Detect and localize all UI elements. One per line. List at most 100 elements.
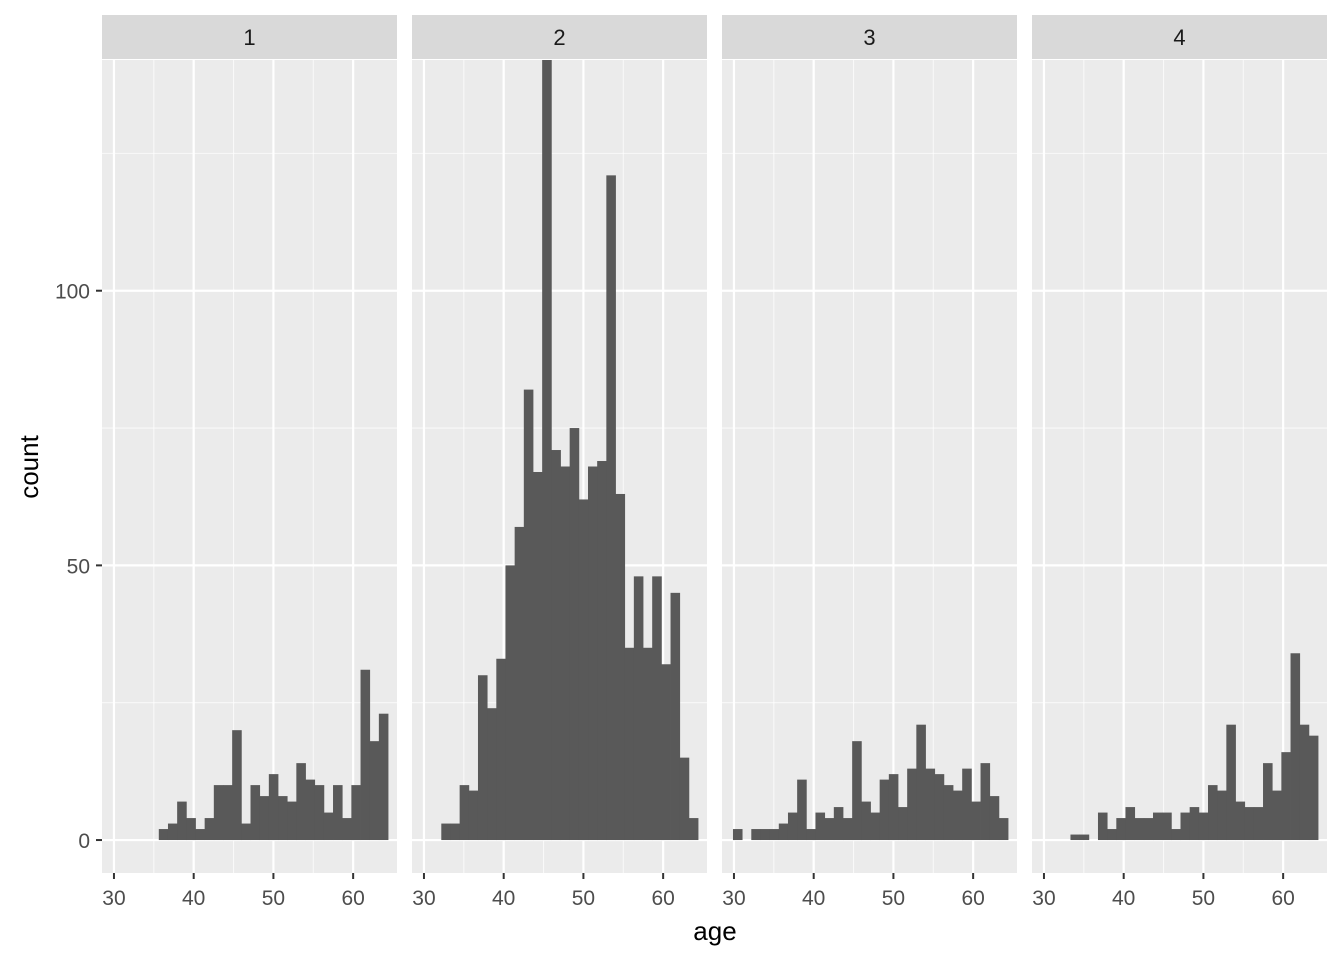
x-tick-label: 50 — [262, 887, 285, 910]
x-axes: 30 40 50 60 30 40 50 60 30 40 50 60 30 40 50 60 — [102, 873, 1295, 910]
histogram-bar — [1097, 812, 1108, 841]
histogram-bar — [296, 763, 306, 841]
x-tick-label: 50 — [572, 887, 595, 910]
histogram-bar — [560, 466, 571, 841]
histogram-bar — [195, 829, 206, 841]
histogram-bar — [916, 724, 926, 841]
histogram-bar — [898, 807, 908, 841]
histogram-bar — [925, 768, 936, 841]
histogram-bar — [1171, 829, 1181, 841]
histogram-bar — [1180, 812, 1191, 841]
histogram-bar — [633, 576, 644, 841]
histogram-bar — [459, 785, 470, 841]
facet-strip — [1032, 15, 1327, 59]
histogram-bar — [542, 60, 552, 841]
histogram-bar — [1079, 834, 1090, 841]
histogram-bar — [1253, 807, 1264, 841]
histogram-bar — [797, 779, 807, 841]
histogram-bar — [158, 829, 169, 841]
facet-panel-4: 4 — [1032, 15, 1327, 873]
histogram-bar — [661, 664, 671, 841]
histogram-bar — [787, 812, 798, 841]
y-tick-label: 100 — [55, 281, 90, 304]
histogram-bar — [578, 499, 589, 841]
x-tick-label: 50 — [882, 887, 905, 910]
facet-panel-2: 2 — [412, 15, 707, 873]
histogram-bar — [852, 741, 862, 841]
x-tick-label: 30 — [102, 887, 125, 910]
histogram-bar — [971, 801, 981, 841]
histogram-bar — [670, 592, 681, 841]
histogram-bar — [1272, 790, 1282, 841]
histogram-bar — [323, 812, 334, 841]
histogram-bar — [778, 823, 789, 841]
panel-background — [102, 60, 397, 873]
histogram-bar — [1116, 818, 1126, 841]
y-axis-title: count — [14, 434, 44, 498]
histogram-bar — [643, 647, 653, 841]
histogram-bar — [487, 708, 497, 841]
histogram-bar — [615, 493, 626, 841]
histogram-bar — [1125, 807, 1136, 841]
x-axis-3: 30 40 50 60 — [722, 873, 985, 910]
panel-background — [1032, 60, 1327, 873]
histogram-bar — [241, 823, 251, 841]
histogram-bar — [588, 466, 598, 841]
x-tick-label: 40 — [182, 887, 205, 910]
y-tick-label: 0 — [78, 830, 90, 853]
facet-strip-label: 3 — [863, 25, 875, 50]
histogram-bar — [532, 471, 543, 841]
histogram-bar — [450, 823, 461, 841]
histogram-bar — [824, 818, 835, 841]
histogram-bar — [1226, 724, 1236, 841]
histogram-bar — [305, 779, 316, 841]
histogram-bar — [268, 774, 279, 841]
x-tick-label: 60 — [1271, 887, 1294, 910]
histogram-bar — [186, 818, 196, 841]
histogram-bar — [751, 829, 761, 841]
histogram-bar — [989, 796, 1000, 841]
histogram-bar — [569, 428, 580, 841]
histogram-bar — [1299, 724, 1310, 841]
histogram-bar — [232, 730, 242, 841]
histogram-bar — [980, 763, 991, 841]
histogram-bar — [1263, 763, 1273, 841]
histogram-bar — [998, 818, 1009, 841]
histogram-bar — [679, 757, 690, 841]
histogram-bar — [861, 801, 871, 841]
histogram-bar — [259, 796, 270, 841]
histogram-bar — [870, 812, 881, 841]
x-axis-4: 30 40 50 60 — [1032, 873, 1295, 910]
histogram-bar — [342, 818, 352, 841]
x-tick-label: 40 — [1112, 887, 1135, 910]
histogram-bar — [496, 658, 506, 841]
histogram-bar — [606, 175, 616, 841]
panel-background — [722, 60, 1017, 873]
histogram-bar — [624, 647, 635, 841]
histogram-bar — [314, 785, 325, 841]
histogram-bar — [222, 785, 233, 841]
x-tick-label: 30 — [412, 887, 435, 910]
histogram-bar — [953, 790, 963, 841]
x-tick-label: 40 — [802, 887, 825, 910]
histogram-bar — [369, 741, 380, 841]
histogram-bar — [167, 823, 178, 841]
histogram-bar — [441, 823, 451, 841]
histogram-bar — [1217, 790, 1227, 841]
histogram-bar — [250, 785, 261, 841]
histogram-bar — [523, 389, 534, 841]
histogram-bar — [962, 768, 972, 841]
histogram-bar — [1244, 807, 1255, 841]
histogram-bar — [278, 796, 288, 841]
histogram-bar — [769, 829, 780, 841]
histogram-bar — [514, 526, 525, 841]
facet-panels: 1 2 3 4 — [102, 15, 1327, 873]
histogram-bar — [815, 812, 826, 841]
histogram-bar — [1162, 812, 1172, 841]
histogram-bar — [177, 801, 187, 841]
histogram-bar — [1134, 818, 1145, 841]
facet-strip — [722, 15, 1017, 59]
histogram-bar — [833, 807, 844, 841]
histogram-bar — [1070, 834, 1081, 841]
histogram-bar — [907, 768, 917, 841]
